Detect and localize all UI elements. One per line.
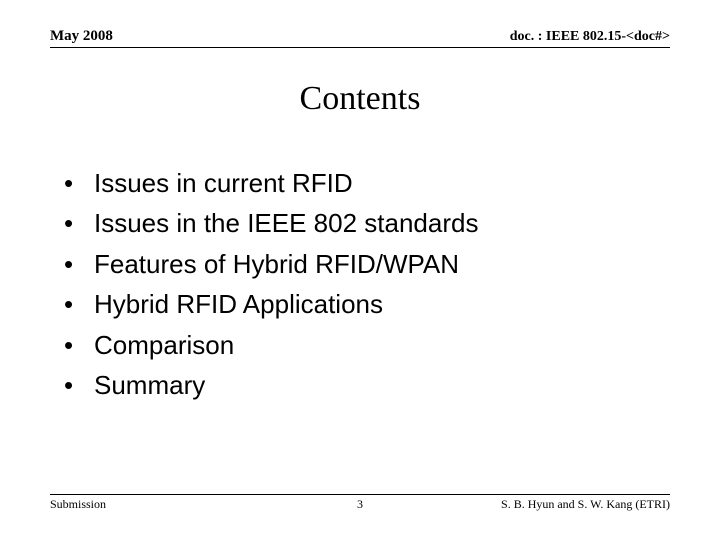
bullet-list: Issues in current RFID Issues in the IEE…	[60, 165, 670, 403]
footer-page-number: 3	[257, 497, 464, 512]
slide-content: Issues in current RFID Issues in the IEE…	[60, 165, 670, 407]
header-date: May 2008	[50, 28, 113, 45]
list-item: Comparison	[60, 327, 670, 363]
slide-footer: Submission 3 S. B. Hyun and S. W. Kang (…	[50, 494, 670, 512]
list-item: Summary	[60, 367, 670, 403]
list-item: Issues in the IEEE 802 standards	[60, 205, 670, 241]
footer-authors: S. B. Hyun and S. W. Kang (ETRI)	[463, 497, 670, 512]
footer-left: Submission	[50, 497, 257, 512]
list-item: Issues in current RFID	[60, 165, 670, 201]
slide-title: Contents	[0, 80, 720, 118]
list-item: Hybrid RFID Applications	[60, 286, 670, 322]
header-docref: doc. : IEEE 802.15-<doc#>	[510, 29, 670, 45]
list-item: Features of Hybrid RFID/WPAN	[60, 246, 670, 282]
slide-header: May 2008 doc. : IEEE 802.15-<doc#>	[50, 28, 670, 48]
